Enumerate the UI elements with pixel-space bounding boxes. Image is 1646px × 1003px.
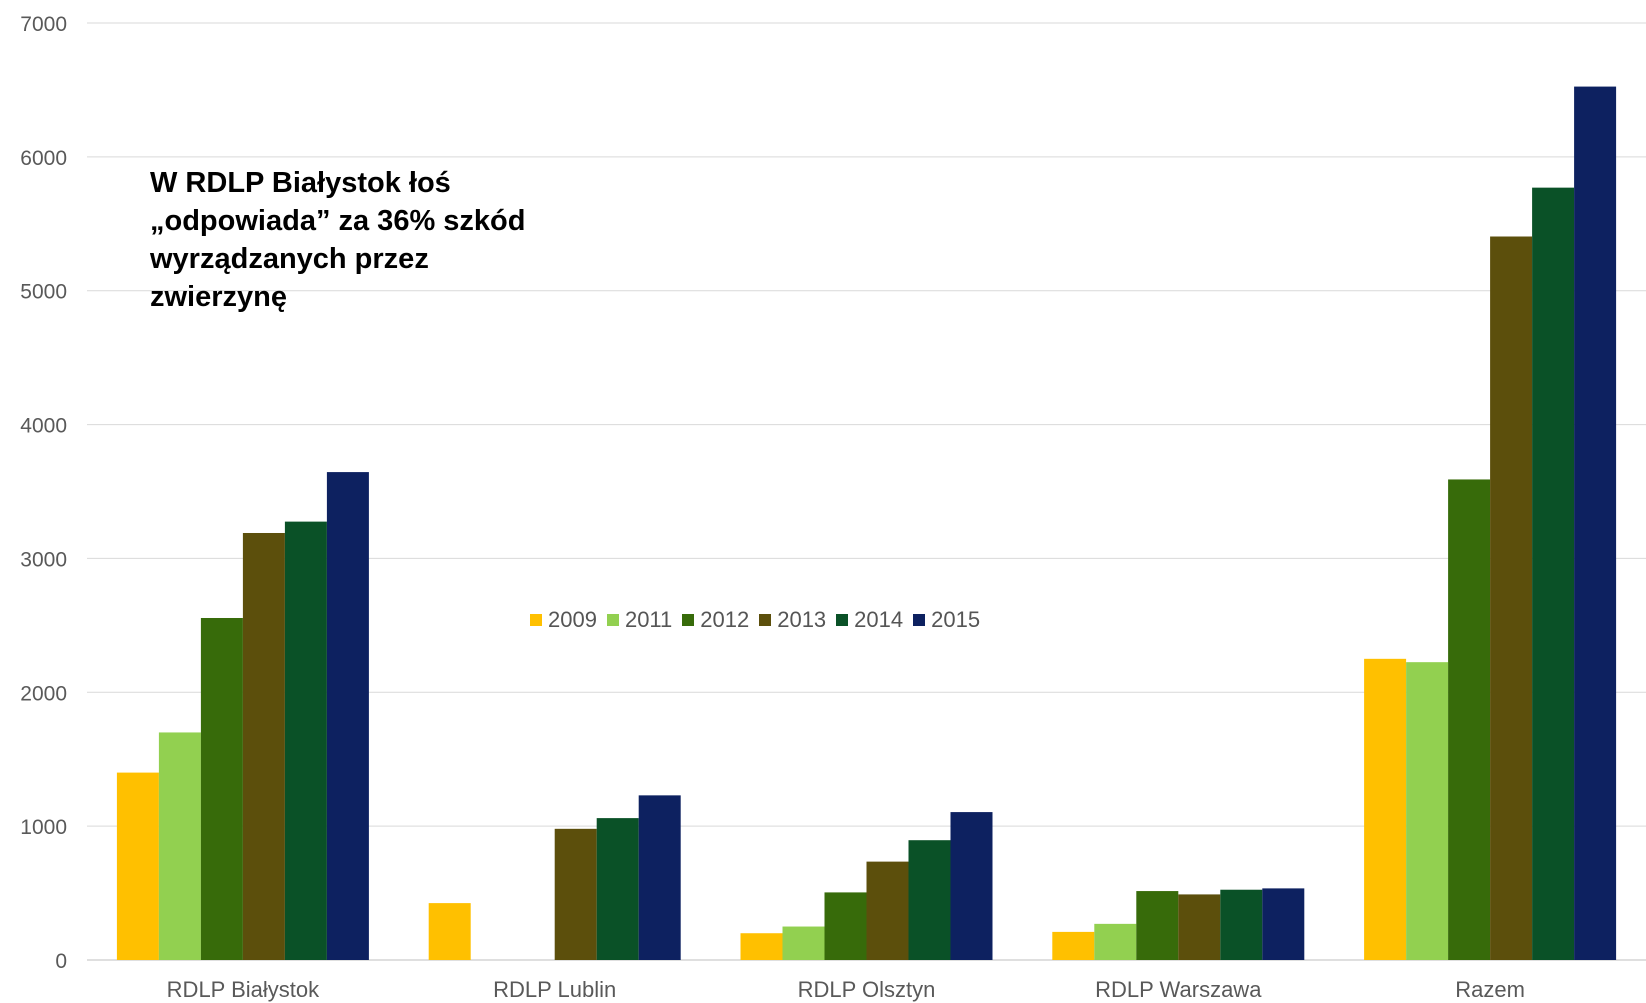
bar-2013-4 — [1490, 236, 1533, 960]
bar-2009-4 — [1364, 658, 1407, 960]
y-tick-label: 0 — [55, 950, 67, 973]
legend-item-2012: 2012 — [682, 607, 749, 633]
legend-label: 2014 — [854, 607, 904, 632]
y-tick-label: 7000 — [20, 13, 67, 36]
bar-2009-3 — [1052, 931, 1095, 960]
bar-2015-3 — [1262, 888, 1305, 960]
legend-label: 2015 — [931, 607, 981, 632]
bar-2011-4 — [1406, 662, 1449, 960]
legend-label: 2011 — [624, 607, 673, 632]
bar-2015-0 — [326, 472, 369, 960]
legend-item-2011: 2011 — [606, 607, 673, 633]
bar-2012-3 — [1136, 891, 1179, 960]
legend-swatch — [913, 614, 926, 626]
x-tick-label: RDLP Białystok — [167, 977, 320, 1002]
legend-item-2009: 2009 — [530, 607, 597, 633]
bar-2009-2 — [740, 933, 783, 960]
x-tick-label: RDLP Olsztyn — [798, 977, 936, 1002]
bar-2015-1 — [638, 795, 681, 960]
y-tick-label: 1000 — [20, 816, 67, 839]
bars — [116, 86, 1617, 960]
legend-label: 2012 — [700, 607, 750, 632]
bar-2009-1 — [428, 903, 471, 960]
bar-2015-4 — [1574, 86, 1617, 960]
bar-2011-0 — [158, 732, 201, 960]
bar-2013-0 — [242, 532, 285, 960]
legend-item-2013: 2013 — [759, 607, 826, 633]
bar-2013-2 — [866, 861, 909, 960]
legend-swatch — [836, 614, 849, 626]
bar-2014-3 — [1220, 889, 1263, 960]
y-tick-label: 2000 — [20, 682, 67, 705]
bar-2009-0 — [116, 772, 159, 960]
legend-label: 2009 — [548, 607, 597, 632]
bar-2012-2 — [824, 892, 867, 960]
x-tick-label: RDLP Warszawa — [1095, 977, 1262, 1002]
legend-swatch — [606, 614, 619, 626]
y-tick-label: 5000 — [20, 281, 67, 304]
bar-2013-1 — [554, 828, 597, 960]
bar-2011-3 — [1094, 923, 1137, 960]
legend-swatch — [682, 614, 695, 626]
legend-item-2014: 2014 — [836, 607, 903, 633]
bar-2012-0 — [200, 617, 243, 960]
y-tick-label: 3000 — [20, 548, 67, 571]
y-axis-tick-labels: 0 1000 2000 3000 4000 5000 6000 7000 — [20, 13, 67, 973]
y-tick-label: 6000 — [20, 147, 67, 170]
chart-annotation: W RDLP Białystok łoś „odpowiada” za 36% … — [150, 167, 526, 313]
legend-swatch — [530, 614, 542, 626]
legend-item-2015: 2015 — [913, 607, 980, 633]
x-tick-label: RDLP Lublin — [493, 977, 616, 1002]
bar-2015-2 — [950, 812, 993, 960]
x-tick-label: Razem — [1455, 977, 1525, 1002]
bar-2014-0 — [284, 521, 327, 960]
chart-legend: 2009 2011 2012 2013 2014 2015 — [530, 607, 980, 633]
y-tick-label: 4000 — [20, 415, 67, 438]
bar-2013-3 — [1178, 894, 1221, 960]
bar-2014-4 — [1532, 187, 1575, 960]
bar-2011-2 — [782, 926, 825, 960]
bar-2012-4 — [1448, 479, 1491, 960]
bar-2014-2 — [908, 840, 951, 960]
legend-swatch — [759, 614, 772, 626]
bar-2014-1 — [596, 818, 639, 960]
legend-label: 2013 — [777, 607, 827, 632]
x-axis-tick-labels: RDLP Białystok RDLP Lublin RDLP Olsztyn RDL… — [167, 977, 1525, 1002]
